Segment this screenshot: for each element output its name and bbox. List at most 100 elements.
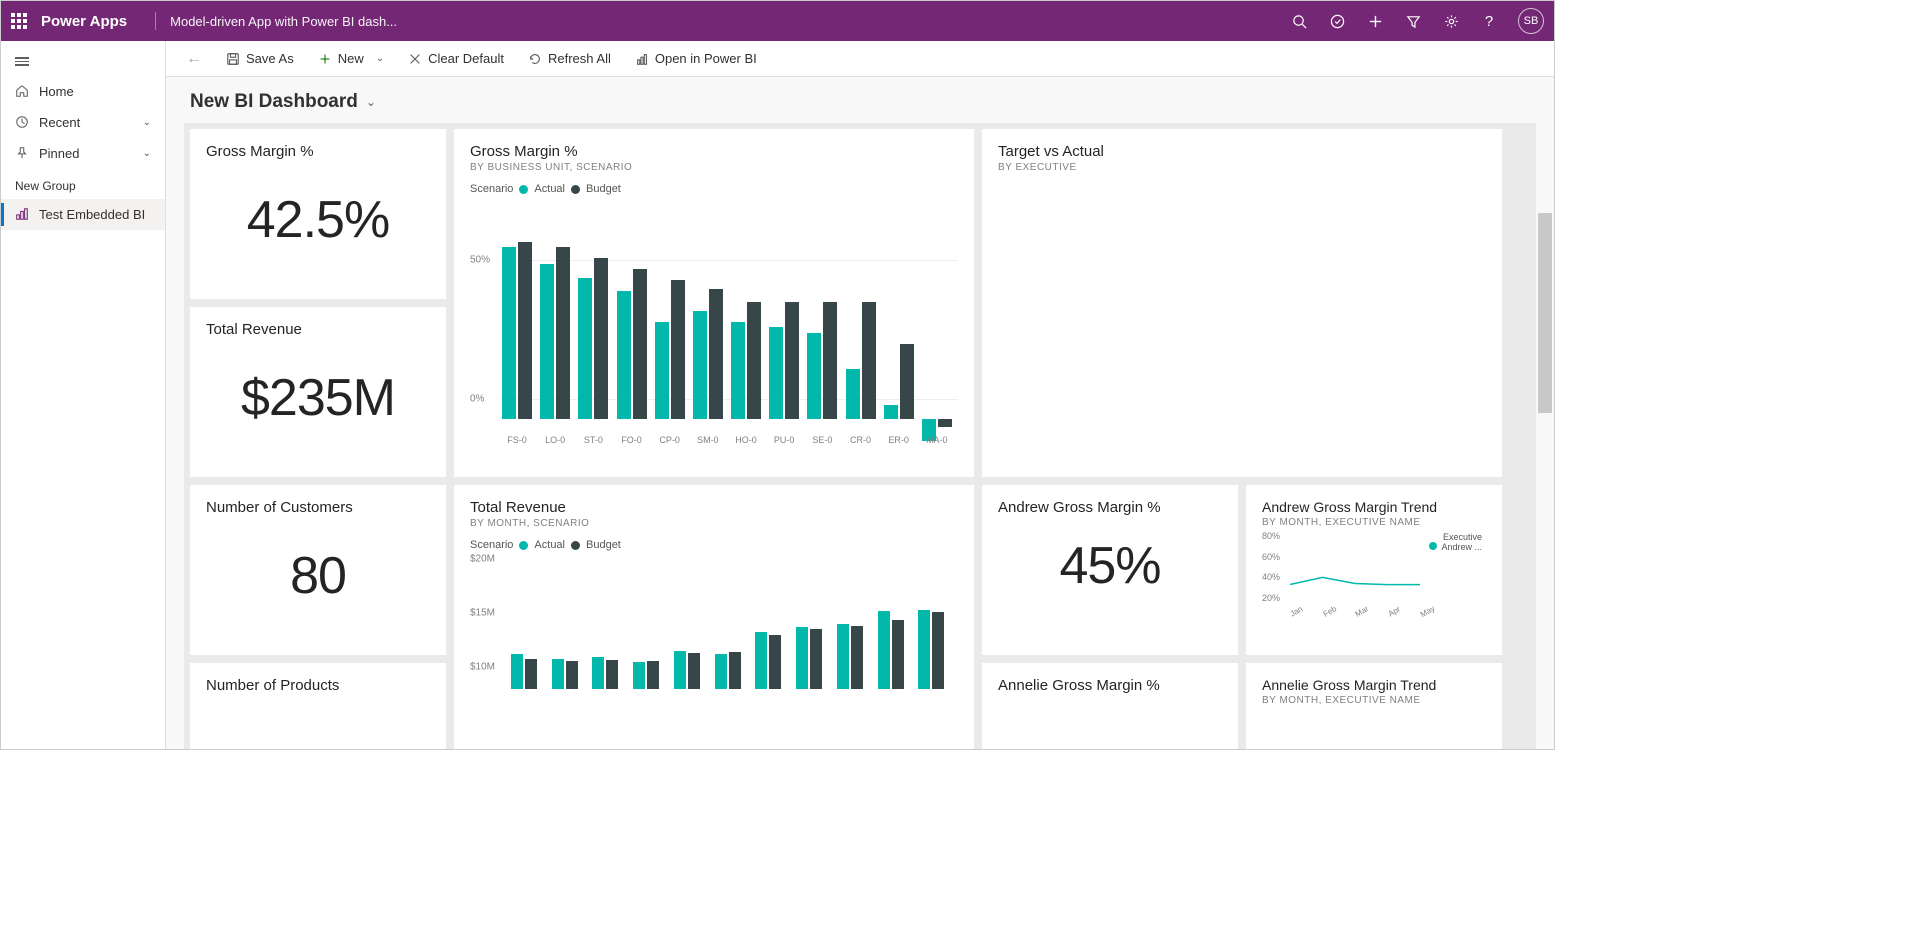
chevron-down-icon: ⌄ [143,117,151,128]
card-revenue-bar-chart[interactable]: Total Revenue BY MONTH, SCENARIO Scenari… [454,485,974,749]
card-target-vs-actual[interactable]: Target vs Actual BY EXECUTIVE [982,129,1502,477]
page-title: New BI Dashboard [190,91,358,113]
card-value: 42.5% [206,160,430,260]
card-title: Annelie Gross Margin % [998,677,1222,694]
card-gm-bar-chart[interactable]: Gross Margin % BY BUSINESS UNIT, SCENARI… [454,129,974,477]
bar-chart: 0%50%FS-0LO-0ST-0FO-0CP-0SM-0HO-0PU-0SE-… [470,205,958,445]
pin-icon [15,146,29,160]
save-icon [226,52,240,66]
open-in-powerbi-button[interactable]: Open in Power BI [625,45,767,72]
left-nav: Home Recent ⌄ Pinned ⌄ New Group Test Em… [1,41,166,749]
app-name: Power Apps [41,13,127,30]
command-bar: ← Save As New ⌄ Clear Default Refresh Al… [166,41,1554,77]
top-bar: Power Apps Model-driven App with Power B… [1,1,1554,41]
card-title: Annelie Gross Margin Trend [1262,677,1486,693]
legend-actual: Actual [534,539,565,551]
add-icon[interactable] [1366,12,1384,30]
dashboard-canvas: Gross Margin % 42.5% Total Revenue $235M… [184,123,1536,749]
legend-budget: Budget [586,539,621,551]
card-title: Total Revenue [206,321,430,338]
nav-item-test-embedded-bi[interactable]: Test Embedded BI [1,199,165,230]
legend-actual: Actual [534,183,565,195]
plus-icon [318,52,332,66]
card-subtitle: BY MONTH, EXECUTIVE NAME [1262,517,1486,528]
card-title: Number of Customers [206,499,430,516]
card-subtitle: BY MONTH, EXECUTIVE NAME [1262,695,1486,706]
dashboard-scroll[interactable]: Gross Margin % 42.5% Total Revenue $235M… [166,123,1554,749]
refresh-icon [528,52,542,66]
close-icon [408,52,422,66]
card-subtitle: BY BUSINESS UNIT, SCENARIO [470,162,958,173]
card-title: Total Revenue [470,499,958,516]
separator [155,12,156,30]
save-as-button[interactable]: Save As [216,45,304,72]
chart-legend: Scenario Actual Budget [470,183,958,195]
app-launcher-icon[interactable] [11,13,27,29]
save-as-label: Save As [246,51,294,66]
legend-dot-actual [519,185,528,194]
refresh-all-label: Refresh All [548,51,611,66]
home-icon [15,84,29,98]
card-value: 80 [206,516,430,616]
main-area: ← Save As New ⌄ Clear Default Refresh Al… [166,41,1554,749]
card-gross-margin-pct[interactable]: Gross Margin % 42.5% [190,129,446,299]
help-icon[interactable]: ? [1480,12,1498,30]
scrollbar[interactable] [1538,213,1552,749]
nav-group-label: New Group [1,169,165,199]
nav-recent-label: Recent [39,115,80,130]
search-icon[interactable] [1290,12,1308,30]
dashboard-icon [15,207,29,221]
card-annelie-gm[interactable]: Annelie Gross Margin % [982,663,1238,749]
card-value: 45% [998,516,1222,596]
chart-legend: Scenario Actual Budget [470,539,958,551]
card-value: $235M [206,338,430,438]
card-title: Andrew Gross Margin % [998,499,1222,516]
open-in-powerbi-label: Open in Power BI [655,51,757,66]
nav-home[interactable]: Home [1,76,165,107]
nav-home-label: Home [39,84,74,99]
recent-icon [15,115,29,129]
nav-item-label: Test Embedded BI [39,207,145,222]
card-num-products[interactable]: Number of Products [190,663,446,749]
card-total-revenue[interactable]: Total Revenue $235M [190,307,446,477]
page-title-row: New BI Dashboard ⌄ [166,77,1554,123]
legend-label: Scenario [470,539,513,551]
nav-pinned[interactable]: Pinned ⌄ [1,138,165,169]
new-label: New [338,51,364,66]
card-subtitle: BY EXECUTIVE [998,162,1486,173]
nav-collapse-button[interactable] [1,47,165,76]
new-button[interactable]: New ⌄ [308,45,394,72]
legend-dot-budget [571,541,580,550]
settings-icon[interactable] [1442,12,1460,30]
nav-recent[interactable]: Recent ⌄ [1,107,165,138]
clear-default-label: Clear Default [428,51,504,66]
legend-dot-actual [519,541,528,550]
user-avatar[interactable]: SB [1518,8,1544,34]
chevron-down-icon[interactable]: ⌄ [366,95,376,109]
card-num-customers[interactable]: Number of Customers 80 [190,485,446,655]
card-title: Gross Margin % [206,143,430,160]
card-annelie-trend[interactable]: Annelie Gross Margin Trend BY MONTH, EXE… [1246,663,1502,749]
chevron-down-icon: ⌄ [376,53,384,64]
card-subtitle: BY MONTH, SCENARIO [470,518,958,529]
card-title: Number of Products [206,677,430,694]
card-title: Target vs Actual [998,143,1486,160]
card-andrew-gm[interactable]: Andrew Gross Margin % 45% [982,485,1238,655]
refresh-all-button[interactable]: Refresh All [518,45,621,72]
filter-icon[interactable] [1404,12,1422,30]
line-chart: 20%40%60%80%ExecutiveAndrew ...JanFebMar… [1262,536,1486,616]
legend-dot-budget [571,185,580,194]
card-title: Andrew Gross Margin Trend [1262,499,1486,515]
powerbi-icon [635,52,649,66]
nav-pinned-label: Pinned [39,146,79,161]
card-andrew-trend[interactable]: Andrew Gross Margin Trend BY MONTH, EXEC… [1246,485,1502,655]
clear-default-button[interactable]: Clear Default [398,45,514,72]
task-icon[interactable] [1328,12,1346,30]
back-button[interactable]: ← [176,44,212,74]
card-title: Gross Margin % [470,143,958,160]
scroll-thumb[interactable] [1538,213,1552,413]
chevron-down-icon: ⌄ [143,148,151,159]
legend-label: Scenario [470,183,513,195]
legend-budget: Budget [586,183,621,195]
app-subtitle: Model-driven App with Power BI dash... [170,14,397,29]
